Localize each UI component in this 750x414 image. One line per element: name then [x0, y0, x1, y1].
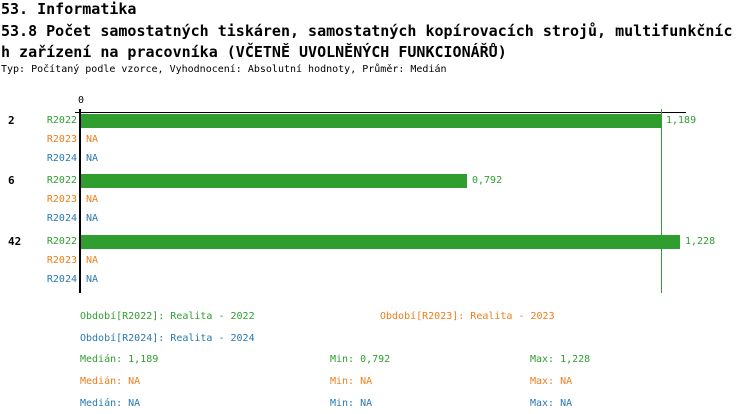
group-label: 42	[8, 235, 22, 248]
bar-r2022	[81, 235, 680, 249]
bar-value-label: 1,189	[666, 115, 697, 126]
bar-group-42: 42 R2022 1,228 R2023 NA R2024 NA	[0, 235, 750, 288]
legend-median-r2024: Medián: NA	[80, 398, 141, 409]
x-axis-top-line	[75, 112, 686, 113]
bar-value-label: 0,792	[472, 175, 503, 186]
series-label-r2022: R2022	[46, 175, 77, 186]
legend-period-r2024: Období[R2024]: Realita - 2024	[80, 333, 255, 344]
y-axis-line	[79, 109, 81, 293]
bar-value-label: 1,228	[685, 236, 716, 247]
series-label-r2022: R2022	[46, 115, 77, 126]
axis-zero-label: 0	[77, 95, 85, 106]
series-label-r2024: R2024	[46, 274, 77, 285]
legend-max-r2024: Max: NA	[530, 398, 573, 409]
legend-median-r2023: Medián: NA	[80, 376, 141, 387]
legend-min-r2024: Min: NA	[330, 398, 373, 409]
legend-min-r2022: Min: 0,792	[330, 354, 391, 365]
bar-value-label: NA	[86, 194, 99, 205]
bar-row: NA	[81, 254, 98, 268]
series-label-r2023: R2023	[46, 194, 77, 205]
group-label: 6	[8, 174, 15, 187]
bar-row: 0,792	[81, 174, 502, 188]
bar-value-label: NA	[86, 213, 99, 224]
bar-value-label: NA	[86, 134, 99, 145]
series-label-r2022: R2022	[46, 236, 77, 247]
bar-group-2: 2 R2022 1,189 R2023 NA R2024 NA	[0, 114, 750, 167]
bar-row: 1,228	[81, 235, 715, 249]
bar-group-6: 6 R2022 0,792 R2023 NA R2024 NA	[0, 174, 750, 227]
bar-r2022	[81, 174, 467, 188]
question-title-line-1: 53.8 Počet samostatných tiskáren, samost…	[1, 22, 733, 40]
legend-min-r2023: Min: NA	[330, 376, 373, 387]
bar-r2022	[81, 114, 661, 128]
series-label-r2024: R2024	[46, 213, 77, 224]
group-label: 2	[8, 114, 15, 127]
bar-row: NA	[81, 273, 98, 287]
bar-value-label: NA	[86, 153, 99, 164]
legend-median-r2022: Medián: 1,189	[80, 354, 159, 365]
median-reference-line	[661, 109, 662, 293]
series-label-r2023: R2023	[46, 134, 77, 145]
bar-row: NA	[81, 193, 98, 207]
bar-value-label: NA	[86, 255, 99, 266]
bar-row: NA	[81, 212, 98, 226]
bar-row: NA	[81, 133, 98, 147]
question-meta: Typ: Počítaný podle vzorce, Vyhodnocení:…	[1, 64, 447, 75]
series-label-r2024: R2024	[46, 153, 77, 164]
question-title-line-2: h zařízení na pracovníka (VČETNĚ UVOLNĚN…	[1, 43, 507, 61]
series-label-r2023: R2023	[46, 255, 77, 266]
legend-max-r2022: Max: 1,228	[530, 354, 591, 365]
section-title: 53. Informatika	[1, 0, 137, 18]
legend-period-r2022: Období[R2022]: Realita - 2022	[80, 311, 255, 322]
bar-value-label: NA	[86, 274, 99, 285]
legend-max-r2023: Max: NA	[530, 376, 573, 387]
bar-row: 1,189	[81, 114, 696, 128]
legend-period-r2023: Období[R2023]: Realita - 2023	[380, 311, 555, 322]
bar-row: NA	[81, 152, 98, 166]
